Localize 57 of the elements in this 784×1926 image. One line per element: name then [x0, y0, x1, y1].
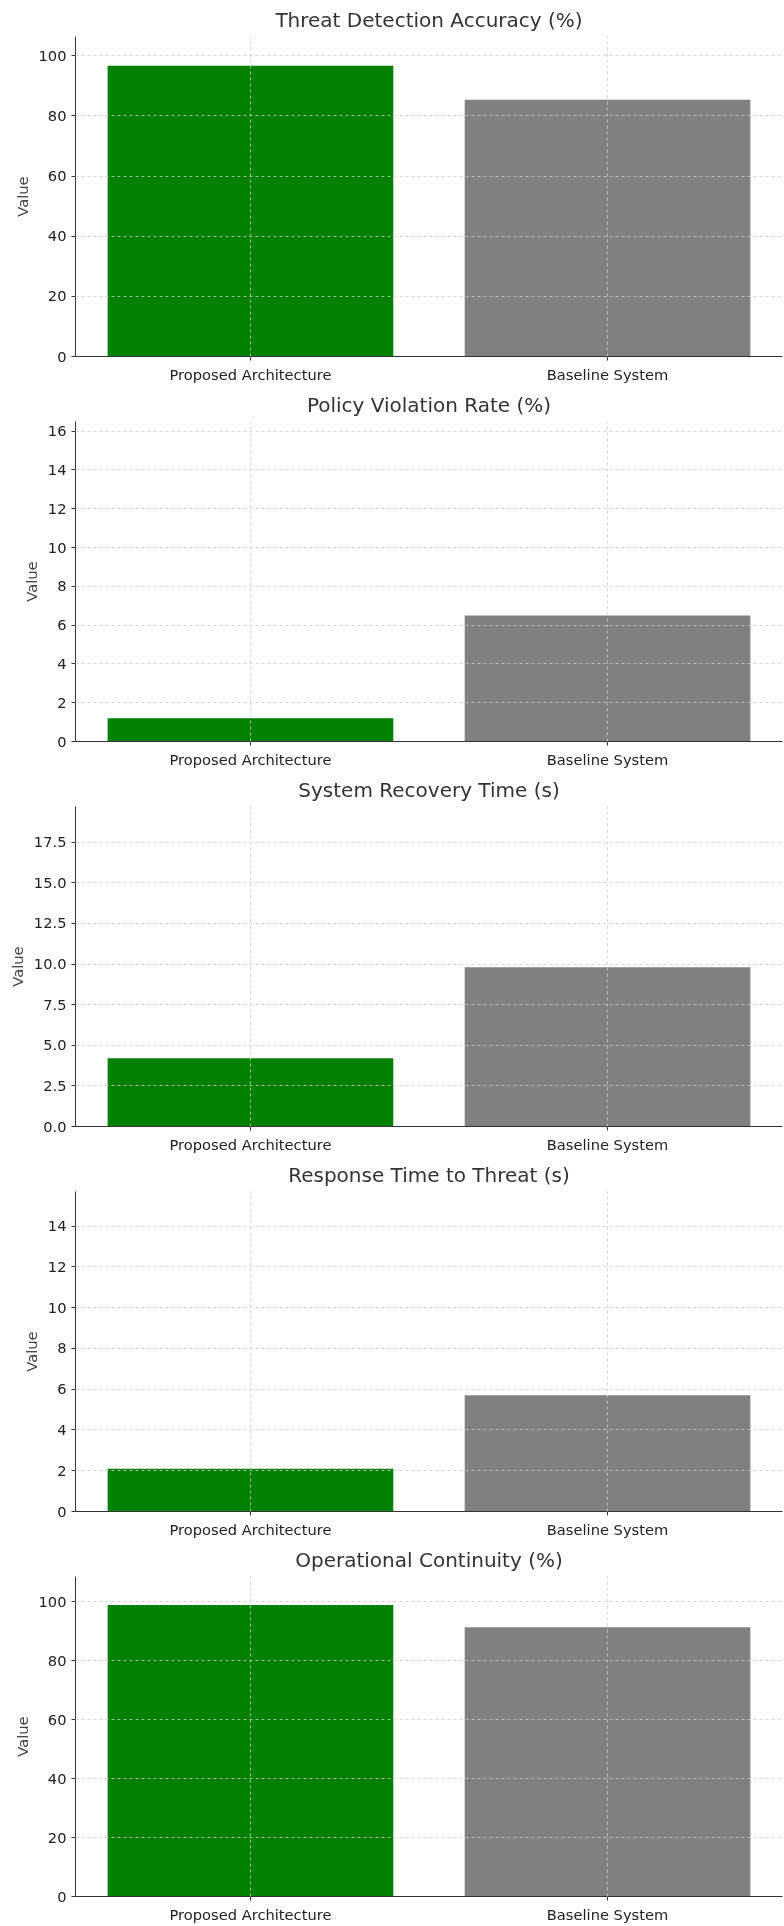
- y-tick-label: 0: [57, 732, 67, 750]
- y-tick-label: 100: [38, 46, 67, 64]
- y-tick-label: 0: [57, 1887, 67, 1905]
- y-tick-label: 16: [47, 422, 67, 440]
- y-axis-title: Value: [22, 1331, 40, 1372]
- y-tick-label: 40: [47, 227, 67, 245]
- y-tick-label: 60: [47, 1710, 67, 1728]
- y-tick-label: 10.0: [33, 955, 67, 973]
- y-tick-label: 80: [47, 1651, 67, 1669]
- y-tick-label: 15.0: [33, 873, 67, 891]
- x-tick-label: Proposed Architecture: [169, 1905, 332, 1923]
- y-tick-label: 100: [38, 1592, 67, 1610]
- y-axis-title: Value: [13, 1716, 31, 1757]
- y-tick-label: 6: [57, 1380, 67, 1398]
- y-tick-label: 2.5: [43, 1076, 67, 1094]
- chart-title: System Recovery Time (s): [298, 777, 560, 802]
- y-tick-label: 14: [47, 1217, 67, 1235]
- y-tick-label: 80: [47, 106, 67, 124]
- y-tick-label: 8: [57, 577, 67, 595]
- x-tick-label: Baseline System: [546, 1905, 669, 1923]
- y-axis-title: Value: [22, 561, 40, 602]
- y-tick-label: 10: [47, 538, 67, 556]
- y-tick-label: 10: [47, 1298, 67, 1316]
- x-tick-label: Proposed Architecture: [169, 365, 332, 383]
- y-axis-title: Value: [13, 176, 31, 217]
- y-tick-label: 12.5: [33, 914, 67, 932]
- y-tick-label: 12: [47, 1257, 67, 1275]
- chart-title: Policy Violation Rate (%): [306, 392, 552, 417]
- y-tick-label: 5.0: [43, 1036, 67, 1054]
- y-tick-label: 40: [47, 1769, 67, 1787]
- y-tick-label: 60: [47, 167, 67, 185]
- x-tick-label: Baseline System: [546, 1135, 669, 1153]
- y-tick-label: 17.5: [33, 833, 67, 851]
- x-tick-label: Proposed Architecture: [169, 1520, 332, 1538]
- y-axis-title: Value: [8, 946, 26, 987]
- y-tick-label: 2: [57, 693, 67, 711]
- chart-title: Threat Detection Accuracy (%): [274, 7, 583, 32]
- x-tick-label: Proposed Architecture: [169, 1135, 332, 1153]
- y-tick-label: 14: [47, 460, 67, 478]
- x-tick-label: Baseline System: [546, 365, 669, 383]
- y-tick-label: 6: [57, 616, 67, 634]
- y-tick-label: 12: [47, 499, 67, 517]
- y-tick-label: 7.5: [43, 995, 67, 1013]
- y-tick-label: 0.0: [43, 1117, 67, 1135]
- x-tick-label: Proposed Architecture: [169, 750, 332, 768]
- chart-title: Operational Continuity (%): [295, 1547, 563, 1572]
- y-tick-label: 20: [47, 287, 67, 305]
- y-tick-label: 0: [57, 1502, 67, 1520]
- y-tick-label: 4: [57, 1420, 67, 1438]
- chart-title: Response Time to Threat (s): [288, 1162, 570, 1187]
- y-tick-label: 4: [57, 654, 67, 672]
- x-tick-label: Baseline System: [546, 1520, 669, 1538]
- y-tick-label: 2: [57, 1461, 67, 1479]
- x-tick-label: Baseline System: [546, 750, 669, 768]
- y-tick-label: 8: [57, 1339, 67, 1357]
- y-tick-label: 20: [47, 1828, 67, 1846]
- y-tick-label: 0: [57, 347, 67, 365]
